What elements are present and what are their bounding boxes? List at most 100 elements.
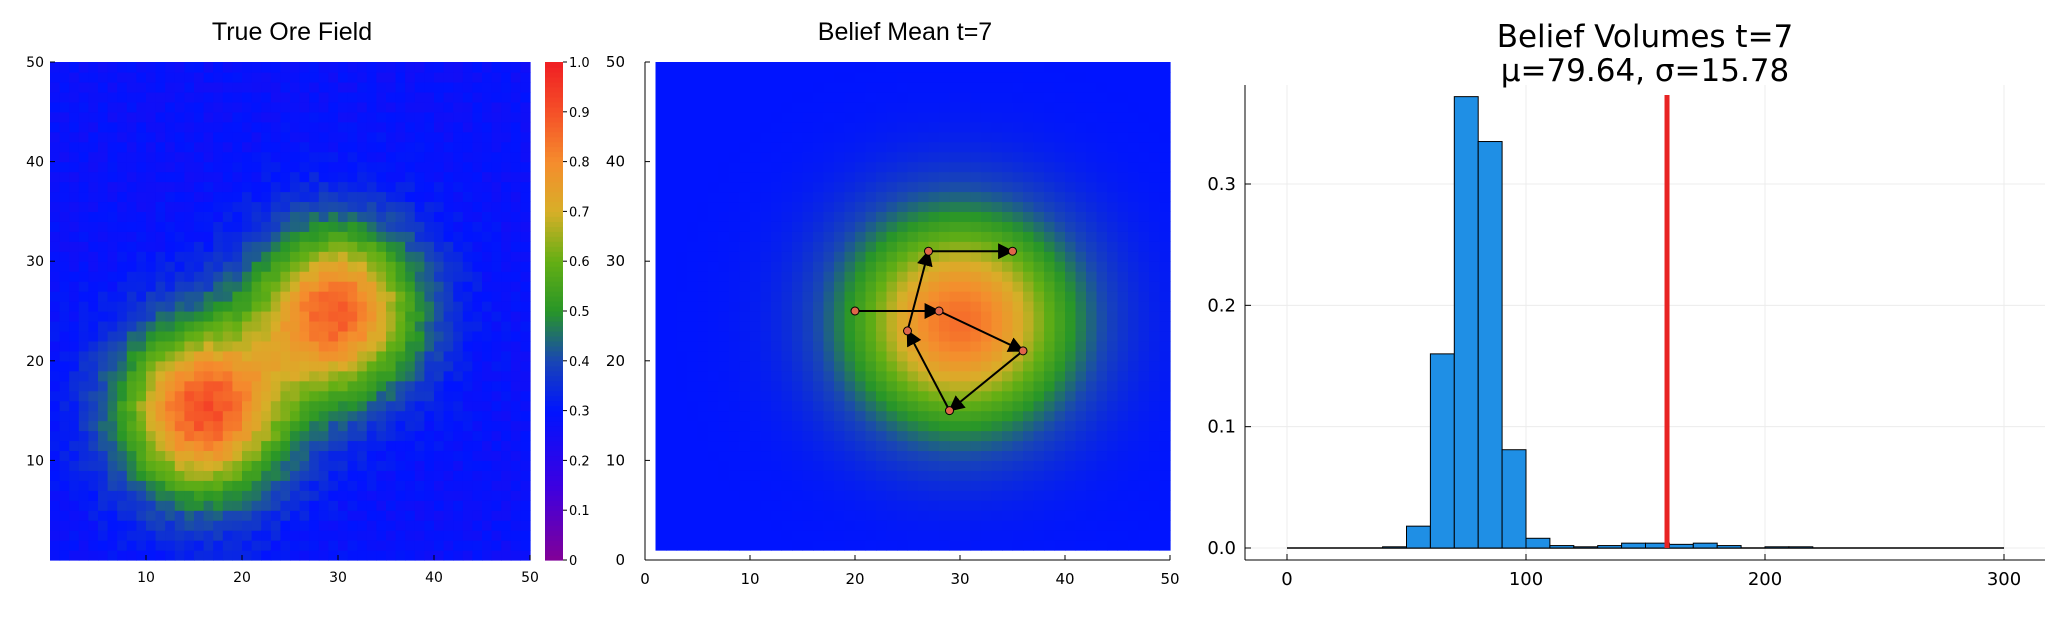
heatmap-cell [338,191,348,202]
heatmap-cell [98,401,108,412]
heatmap-cell [127,530,137,541]
heatmap-cell [127,470,137,481]
heatmap-cell [887,201,898,212]
heatmap-cell [1055,251,1066,262]
heatmap-cell [1044,211,1055,222]
heatmap-cell [511,341,521,352]
colorbar-segment [545,480,563,486]
heatmap-cell [242,391,252,402]
heatmap-cell [165,72,175,83]
heatmap-cell [405,391,415,402]
heatmap-cell [897,162,908,173]
heatmap-cell [1055,391,1066,402]
heatmap-cell [242,470,252,481]
heatmap-cell [415,431,425,442]
heatmap-cell [69,251,79,262]
heatmap-cell [719,391,730,402]
heatmap-cell [453,82,463,93]
heatmap-cell [348,361,358,372]
heatmap-cell [88,221,98,232]
heatmap-cell [1107,92,1118,103]
heatmap-cell [908,381,919,392]
heatmap-cell [950,460,961,471]
heatmap-cell [1149,122,1160,133]
heatmap-cell [950,341,961,352]
heatmap-cell [1097,510,1108,521]
heatmap-cell [136,261,146,272]
heatmap-cell [950,102,961,113]
heatmap-cell [897,421,908,432]
heatmap-cell [223,92,233,103]
heatmap-cell [328,311,338,322]
heatmap-cell [271,132,281,143]
heatmap-cell [1002,261,1013,272]
heatmap-cell [127,500,137,511]
heatmap-cell [750,201,761,212]
heatmap-cell [666,122,677,133]
heatmap-cell [453,431,463,442]
heatmap-cell [252,211,262,222]
heatmap-cell [424,191,434,202]
heatmap-cell [396,440,406,451]
heatmap-cell [1065,152,1076,163]
heatmap-cell [1118,231,1129,242]
heatmap-cell [511,82,521,93]
heatmap-cell [1013,72,1024,83]
heatmap-cell [520,82,530,93]
heatmap-cell [719,72,730,83]
heatmap-cell [463,221,473,232]
heatmap-cell [261,440,271,451]
heatmap-cell [463,510,473,521]
heatmap-cell [511,510,521,521]
heatmap-cell [708,520,719,531]
heatmap-cell [50,520,60,531]
heatmap-cell [792,510,803,521]
heatmap-cell [300,261,310,272]
heatmap-cell [357,152,367,163]
heatmap-cell [1107,470,1118,481]
heatmap-cell [261,431,271,442]
heatmap-cell [136,411,146,422]
heatmap-cell [290,122,300,133]
heatmap-cell [376,431,386,442]
heatmap-cell [242,381,252,392]
heatmap-cell [656,301,667,312]
heatmap-cell [1139,341,1150,352]
heatmap-cell [1107,510,1118,521]
heatmap-cell [453,281,463,292]
heatmap-cell [98,251,108,262]
heatmap-cell [729,361,740,372]
heatmap-cell [761,62,772,73]
heatmap-cell [453,371,463,382]
heatmap-cell [1034,201,1045,212]
heatmap-cell [117,411,127,422]
heatmap-cell [1002,191,1013,202]
heatmap-cell [866,231,877,242]
heatmap-cell [88,510,98,521]
heatmap-cell [1044,500,1055,511]
heatmap-cell [98,102,108,113]
heatmap-cell [453,331,463,342]
heatmap-cell [300,411,310,422]
heatmap-cell [252,191,262,202]
colorbar-segment [545,550,563,556]
heatmap-cell [960,62,971,73]
heatmap-cell [918,440,929,451]
colorbar-segment [545,396,563,402]
heatmap-cell [386,291,396,302]
heatmap-cell [782,261,793,272]
heatmap-cell [79,500,89,511]
heatmap-cell [156,391,166,402]
colorbar-segment [545,162,563,168]
heatmap-cell [367,201,377,212]
heatmap-cell [1139,241,1150,252]
colorbar-segment [545,485,563,491]
heatmap-cell [261,162,271,173]
heatmap-cell [424,211,434,222]
heatmap-cell [424,172,434,183]
heatmap-cell [1107,201,1118,212]
heatmap-cell [98,391,108,402]
heatmap-cell [677,540,688,551]
heatmap-cell [309,321,319,332]
heatmap-cell [434,401,444,412]
